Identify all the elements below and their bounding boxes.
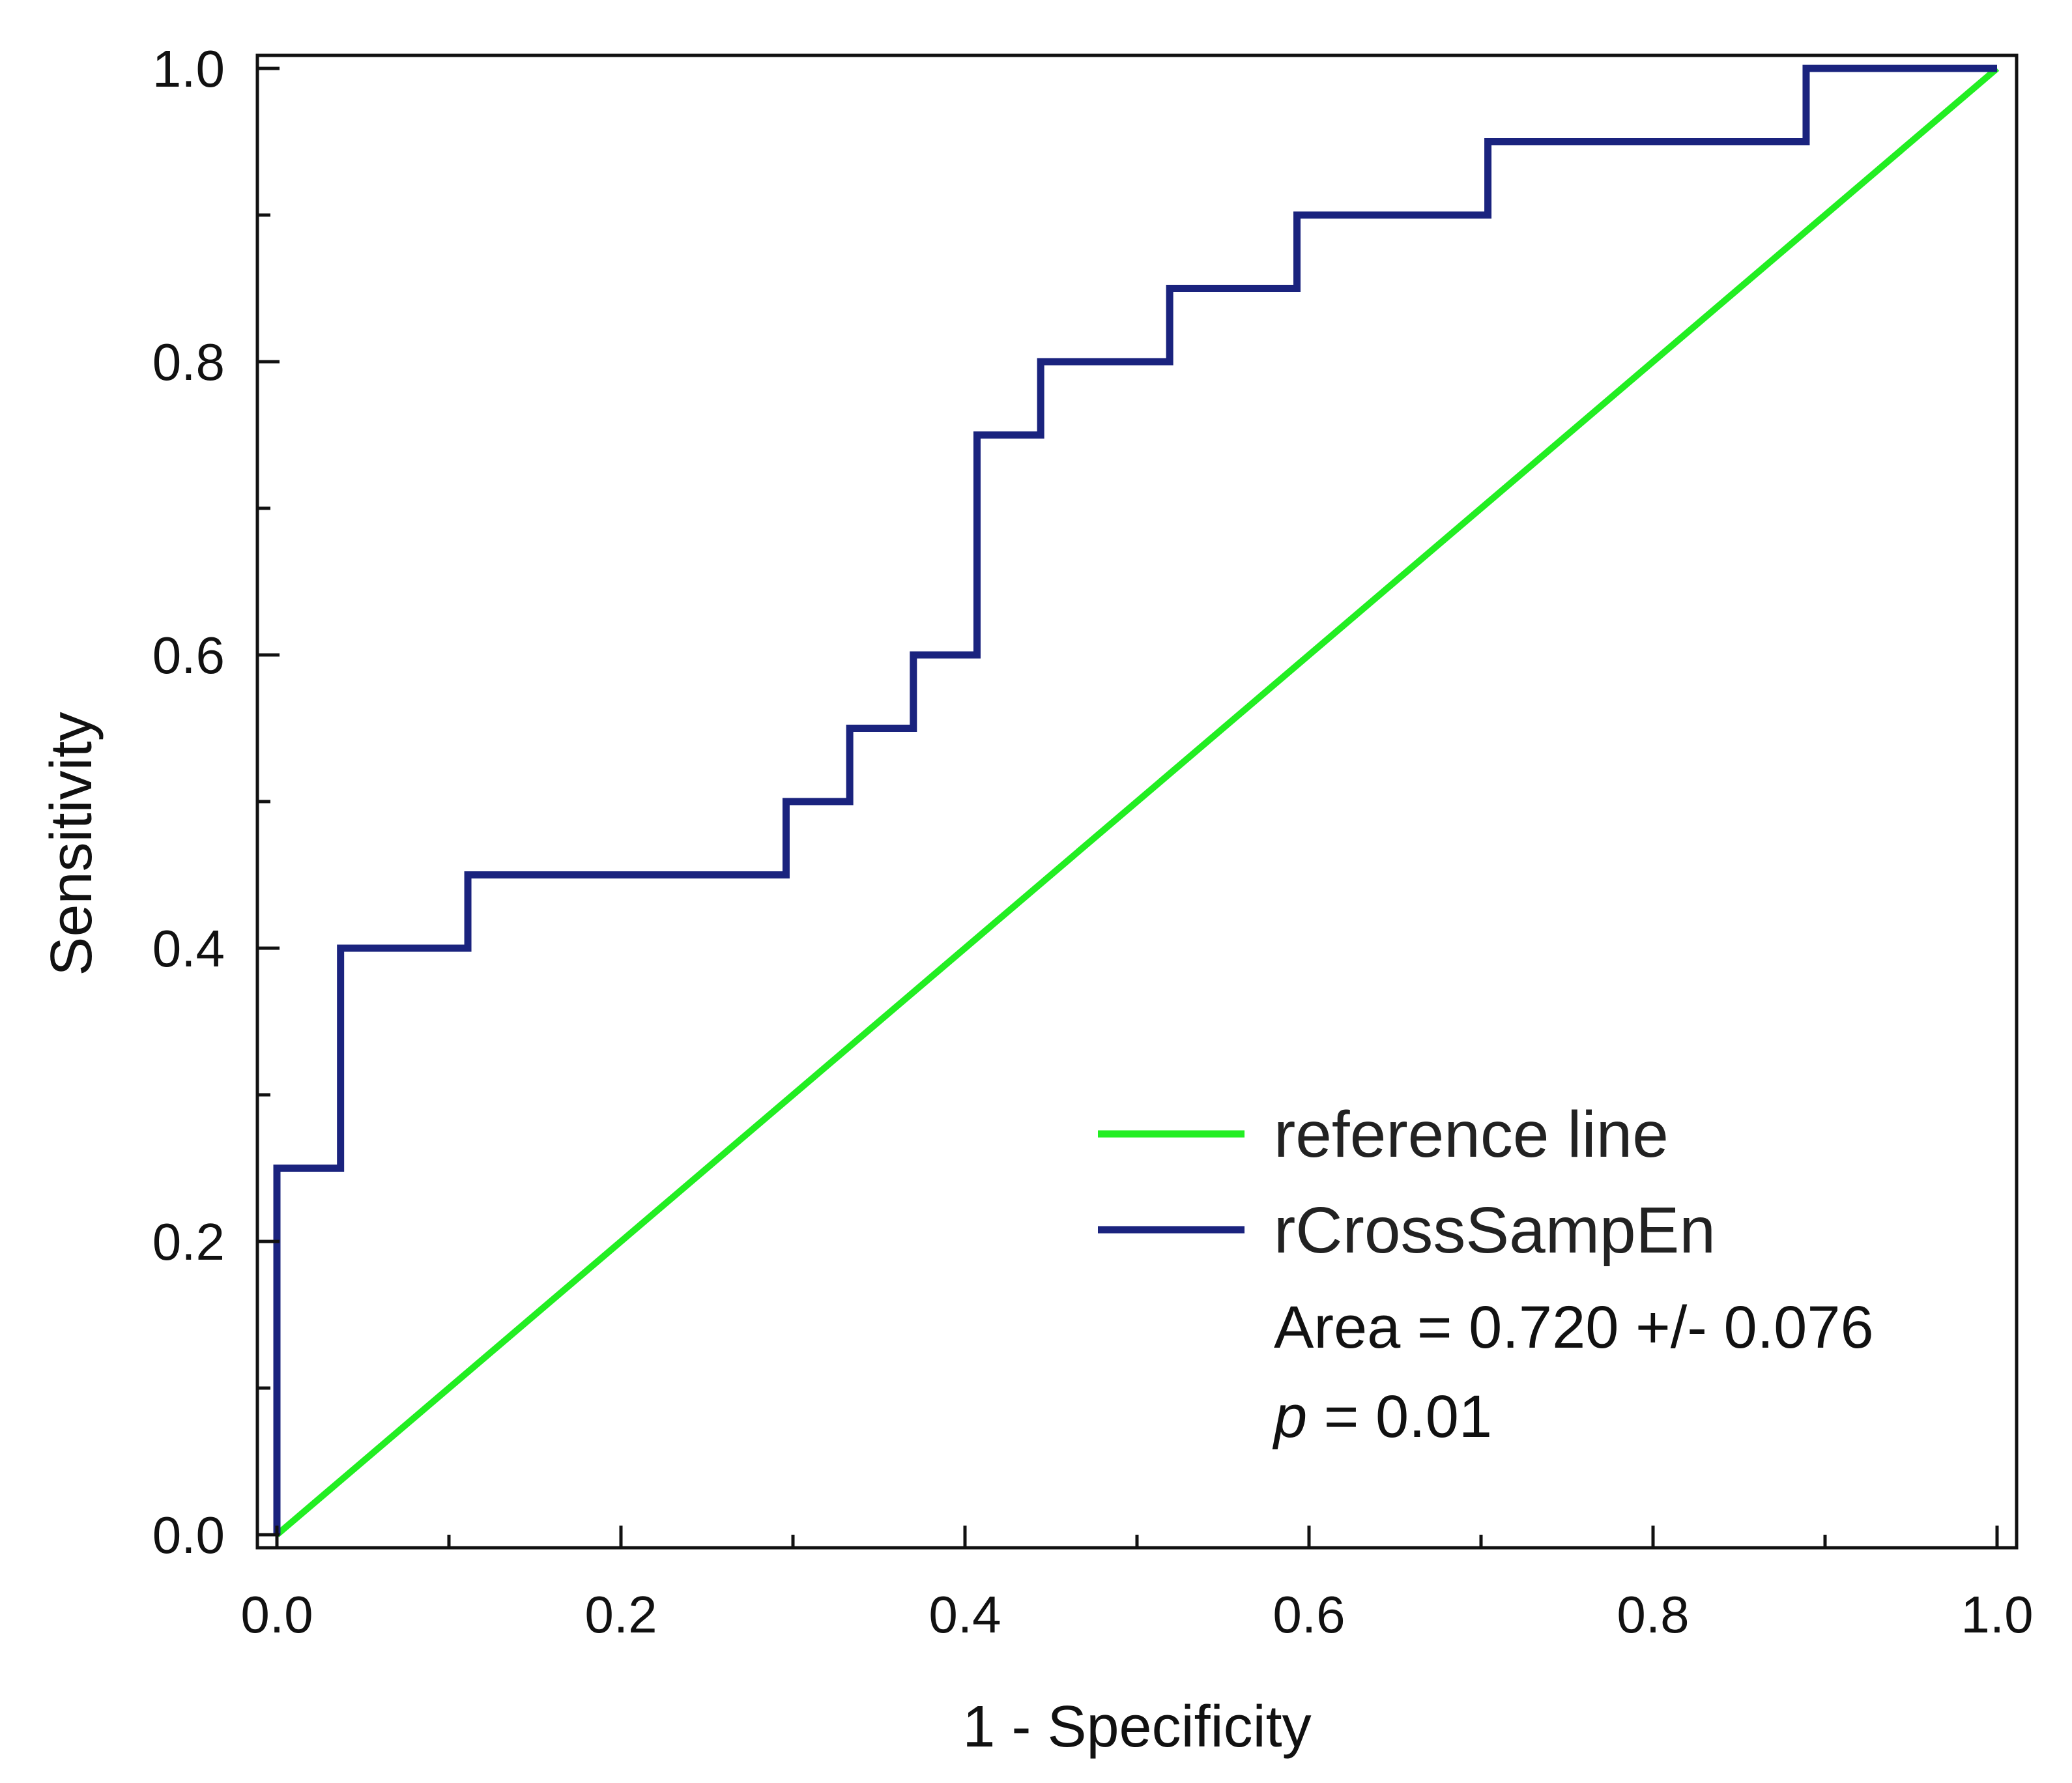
legend-label-rcrosssampen: rCrossSampEn: [1274, 1194, 1716, 1267]
p-value-text: = 0.01: [1307, 1384, 1492, 1450]
p-symbol: p: [1272, 1384, 1307, 1450]
x-tick-label: 0.8: [1617, 1586, 1689, 1644]
y-tick-label: 0.0: [152, 1506, 225, 1564]
p-value-annotation: p = 0.01: [1272, 1384, 1492, 1450]
y-axis-title: Sensitivity: [39, 712, 104, 976]
x-axis-title: 1 - Specificity: [962, 1694, 1311, 1760]
legend-label-reference-line: reference line: [1274, 1098, 1669, 1171]
area-annotation: Area = 0.720 +/- 0.076: [1274, 1294, 1874, 1361]
y-tick-label: 1.0: [152, 40, 225, 98]
y-tick-label: 0.2: [152, 1213, 225, 1271]
x-tick-label: 0.6: [1273, 1586, 1345, 1644]
x-tick-label: 0.4: [928, 1586, 1001, 1644]
reference-line-series: [274, 66, 2000, 1537]
y-tick-label: 0.4: [152, 920, 225, 978]
y-tick-label: 0.8: [152, 333, 225, 391]
x-tick-label: 1.0: [1961, 1586, 2033, 1644]
y-tick-label: 0.6: [152, 626, 225, 684]
roc-curve-series: [273, 65, 1997, 1535]
x-tick-label: 0.0: [240, 1586, 313, 1644]
x-tick-label: 0.2: [584, 1586, 657, 1644]
